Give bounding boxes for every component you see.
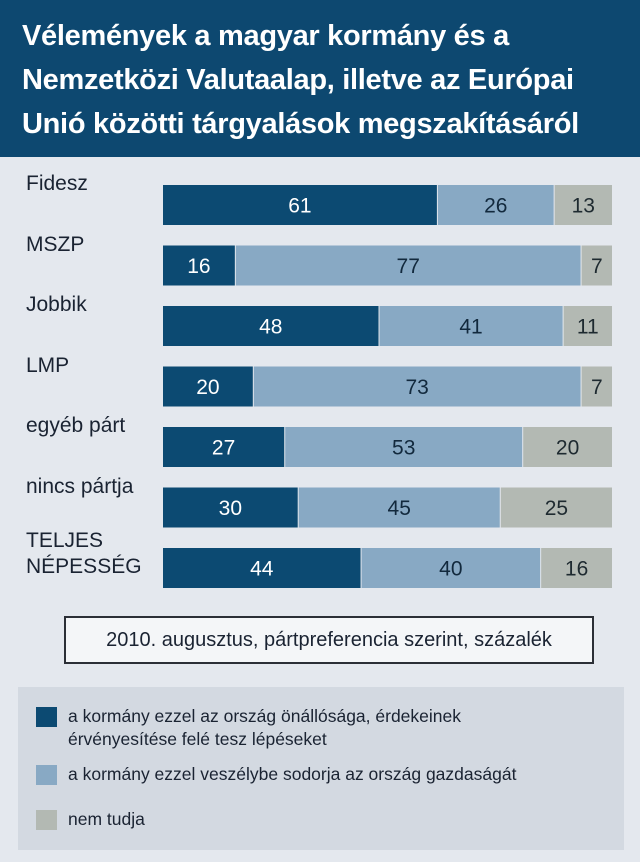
bar-value-label-lmp-3: 7 xyxy=(591,376,603,399)
header-banner: Vélemények a magyar kormány és a Nemzetk… xyxy=(0,0,640,157)
title-line-1: Vélemények a magyar kormány és a xyxy=(22,20,509,52)
bar-value-label-mszp-1: 16 xyxy=(187,255,210,278)
bar-segment-mszp-1 xyxy=(163,245,235,286)
bar-value-label-nincs-partja-2: 45 xyxy=(388,497,411,520)
bar-value-label-jobbik-1: 48 xyxy=(259,316,282,339)
bar-segment-lmp-3 xyxy=(581,366,612,407)
bar-segment-fidesz-3 xyxy=(554,185,612,225)
category-label-teljes-nepesseg: TELJES NÉPESSÉG xyxy=(26,529,142,578)
bar-value-label-mszp-3: 7 xyxy=(591,255,603,278)
category-label-mszp: MSZP xyxy=(26,232,85,256)
bar-value-label-lmp-1: 20 xyxy=(196,376,219,399)
bar-value-label-mszp-2: 77 xyxy=(397,255,420,278)
legend: a kormány ezzel az ország önállósága, ér… xyxy=(18,687,624,850)
legend-text-support-line-2: érvényesítése felé tesz lépéseket xyxy=(68,729,327,749)
bar-value-label-teljes-nepesseg-2: 40 xyxy=(439,558,462,581)
bar-segment-fidesz-1 xyxy=(163,185,437,225)
bar-segment-lmp-1 xyxy=(163,366,253,407)
bar-segment-nincs-partja-3 xyxy=(500,487,612,528)
legend-swatch-unknown xyxy=(36,810,57,830)
category-label-nincs-partja: nincs pártja xyxy=(26,474,134,498)
bar-segment-mszp-2 xyxy=(235,245,581,286)
bar-segment-egyeb-part-1 xyxy=(163,427,285,467)
title-line-3: Unió közötti tárgyalások megszakításáról xyxy=(22,108,579,140)
chart-area: 61 26 13 16 77 7 48 41 11 20 73 7 27 53 20 30 45 25 44 40 16… xyxy=(0,157,640,605)
bar-segment-teljes-nepesseg-1 xyxy=(163,548,361,588)
bar-value-label-teljes-nepesseg-3: 16 xyxy=(565,558,588,581)
category-label-egyeb-part: egyéb párt xyxy=(26,414,126,437)
legend-text-support: a kormány ezzel az ország önállósága, ér… xyxy=(68,705,608,751)
legend-text-unknown: nem tudja xyxy=(68,809,145,829)
bar-segment-jobbik-2 xyxy=(379,306,563,346)
legend-swatch-support xyxy=(36,707,57,727)
bar-segment-jobbik-1 xyxy=(163,306,379,346)
bar-value-label-fidesz-2: 26 xyxy=(484,195,507,218)
chart-title: Vélemények a magyar kormány és a Nemzetk… xyxy=(22,14,622,146)
bar-segment-mszp-3 xyxy=(581,245,612,286)
bar-value-label-jobbik-2: 41 xyxy=(459,316,482,339)
bar-value-label-fidesz-3: 13 xyxy=(572,195,595,218)
bar-segment-teljes-nepesseg-2 xyxy=(361,548,541,588)
bar-value-label-nincs-partja-1: 30 xyxy=(219,497,242,520)
bar-segment-egyeb-part-2 xyxy=(285,427,523,467)
bar-segment-egyeb-part-3 xyxy=(523,427,612,467)
bar-value-label-lmp-2: 73 xyxy=(406,376,429,399)
bar-segment-lmp-2 xyxy=(253,366,581,407)
bar-value-label-egyeb-part-1: 27 xyxy=(212,437,235,460)
chart-caption: 2010. augusztus, pártpreferencia szerint… xyxy=(64,616,594,664)
category-label-fidesz: Fidesz xyxy=(26,172,88,195)
bar-value-label-teljes-nepesseg-1: 44 xyxy=(250,558,274,581)
legend-swatch-danger xyxy=(36,765,57,785)
legend-text-support-line-1: a kormány ezzel az ország önállósága, ér… xyxy=(68,706,461,726)
bar-segment-nincs-partja-1 xyxy=(163,487,298,528)
legend-text-danger: a kormány ezzel veszélybe sodorja az ors… xyxy=(68,764,517,784)
category-label-jobbik: Jobbik xyxy=(26,293,87,316)
bar-segment-fidesz-2 xyxy=(437,185,554,225)
bar-value-label-egyeb-part-3: 20 xyxy=(556,437,579,460)
bar-value-label-nincs-partja-3: 25 xyxy=(545,497,568,520)
bar-value-label-egyeb-part-2: 53 xyxy=(392,437,415,460)
bar-value-label-jobbik-3: 11 xyxy=(577,316,599,339)
bar-segment-nincs-partja-2 xyxy=(298,487,500,528)
category-label-lmp: LMP xyxy=(26,353,70,377)
bar-segment-teljes-nepesseg-3 xyxy=(541,548,612,588)
title-line-2: Nemzetközi Valutaalap, illetve az Európa… xyxy=(22,64,574,96)
bar-segment-jobbik-3 xyxy=(563,306,612,346)
bar-value-label-fidesz-1: 61 xyxy=(288,195,311,218)
